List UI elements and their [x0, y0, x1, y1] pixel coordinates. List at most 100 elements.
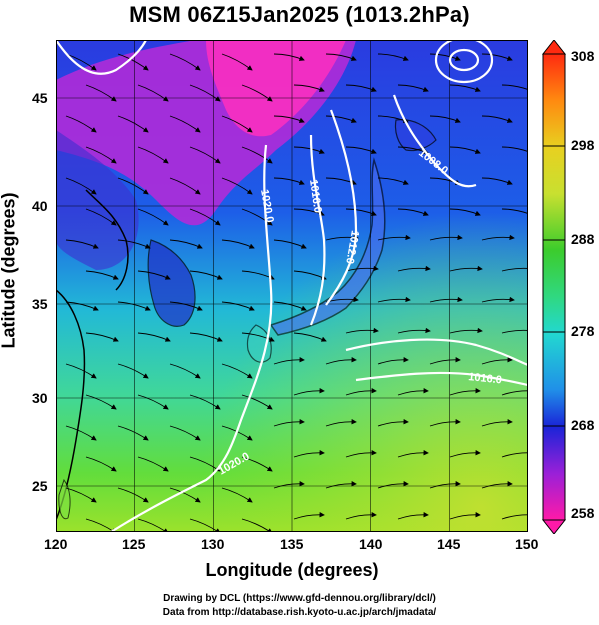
wind-streamline	[137, 208, 169, 226]
wind-streamline	[345, 327, 379, 334]
wind-streamline	[65, 239, 99, 249]
x-tick-label: 135	[280, 536, 304, 552]
colorbar-label: 278	[571, 323, 595, 339]
wind-streamline	[241, 146, 273, 164]
wind-streamline	[221, 487, 253, 503]
x-tick-label: 140	[359, 536, 383, 552]
wind-streamline	[377, 296, 411, 303]
isobar-label: 1020.0	[258, 188, 276, 223]
wind-streamline	[273, 177, 305, 185]
wind-streamline	[345, 208, 377, 216]
x-tick-label: 130	[201, 536, 225, 552]
wind-streamline	[293, 450, 325, 458]
wind-streamline	[221, 239, 255, 249]
wind-streamline	[189, 332, 223, 342]
wind-streamline	[169, 301, 203, 311]
wind-streamline	[117, 363, 149, 379]
wind-streamline	[241, 270, 275, 280]
wind-streamline	[325, 177, 357, 185]
isobar-line	[355, 371, 528, 387]
wind-streamline	[481, 296, 515, 303]
colorbar-min-arrow	[541, 519, 567, 534]
wind-streamline	[137, 146, 169, 164]
wind-streamline	[501, 450, 528, 458]
wind-streamline	[397, 84, 429, 92]
wind-streamline	[345, 84, 377, 92]
wind-streamline	[189, 394, 221, 410]
wind-streamline	[429, 53, 461, 61]
wind-streamline	[293, 208, 325, 216]
colorbar-gradient	[542, 53, 566, 521]
wind-streamline	[481, 177, 513, 185]
japan-honshu	[269, 157, 386, 336]
wind-streamline	[221, 53, 253, 71]
wind-streamline	[325, 481, 357, 489]
wind-streamline	[429, 296, 463, 303]
wind-streamline	[325, 357, 357, 365]
wind-streamline	[501, 267, 528, 272]
wind-streamline	[85, 270, 119, 280]
weather-map: 1020.0 1016.0 1012.0 1008.0 1016.0 1020.…	[56, 40, 528, 532]
wind-streamline	[397, 512, 429, 520]
wind-streamline	[397, 388, 429, 396]
wind-streamlines	[65, 53, 528, 532]
colorbar	[541, 40, 567, 534]
wind-streamline	[397, 327, 431, 334]
wind-streamline	[85, 394, 117, 410]
credit-drawing: Drawing by DCL (https://www.gfd-dennou.o…	[163, 593, 436, 604]
wind-streamline	[189, 84, 221, 102]
wind-streamline	[449, 265, 483, 272]
korean-peninsula	[147, 239, 196, 327]
wind-streamline	[65, 425, 97, 441]
wind-streamline	[449, 388, 481, 396]
wind-streamline	[501, 388, 528, 396]
wind-streamline	[241, 394, 273, 410]
wind-streamline	[221, 177, 253, 195]
wind-streamline	[137, 456, 169, 472]
y-tick-label: 25	[32, 478, 48, 494]
wind-streamline	[85, 456, 117, 472]
wind-streamline	[65, 301, 99, 311]
wind-streamline	[377, 177, 409, 185]
wind-streamline	[397, 208, 429, 216]
colorbar-label: 298	[571, 137, 595, 153]
wind-streamline	[293, 146, 325, 154]
wind-streamline	[117, 487, 149, 503]
x-axis-title: Longitude (degrees)	[205, 560, 379, 580]
wind-streamline	[429, 234, 463, 241]
wind-streamline	[345, 512, 377, 520]
wind-streamline	[501, 329, 528, 334]
wind-streamline	[189, 208, 221, 226]
wind-streamline	[429, 115, 461, 123]
wind-streamline	[117, 177, 149, 195]
wind-streamline	[137, 270, 171, 280]
y-tick-label: 40	[32, 198, 48, 214]
wind-streamline	[273, 357, 305, 365]
wind-streamline	[273, 115, 305, 123]
wind-streamline	[377, 357, 409, 365]
wind-streamline	[293, 332, 327, 342]
wind-streamline	[137, 394, 169, 410]
isobar-line	[392, 94, 477, 188]
wind-streamline	[501, 146, 528, 154]
wind-streamline	[169, 53, 201, 71]
wind-streamline	[449, 84, 481, 92]
wind-streamline	[481, 481, 513, 489]
wind-streamline	[377, 234, 411, 241]
wind-streamline	[273, 53, 305, 61]
colorbar-label: 288	[571, 231, 595, 247]
wind-streamline	[481, 419, 513, 427]
wind-streamline	[345, 265, 379, 272]
wind-streamline	[273, 419, 305, 427]
wind-streamline	[241, 84, 273, 102]
wind-streamline	[241, 208, 273, 226]
wind-streamline	[169, 115, 201, 133]
wind-streamline	[293, 512, 325, 520]
wind-streamline	[449, 512, 481, 520]
colorbar-label: 258	[571, 505, 595, 521]
wind-streamline	[449, 327, 483, 334]
wind-streamline	[449, 450, 481, 458]
wind-streamline	[481, 115, 513, 123]
wind-streamline	[169, 239, 203, 249]
wind-streamline	[273, 481, 305, 489]
